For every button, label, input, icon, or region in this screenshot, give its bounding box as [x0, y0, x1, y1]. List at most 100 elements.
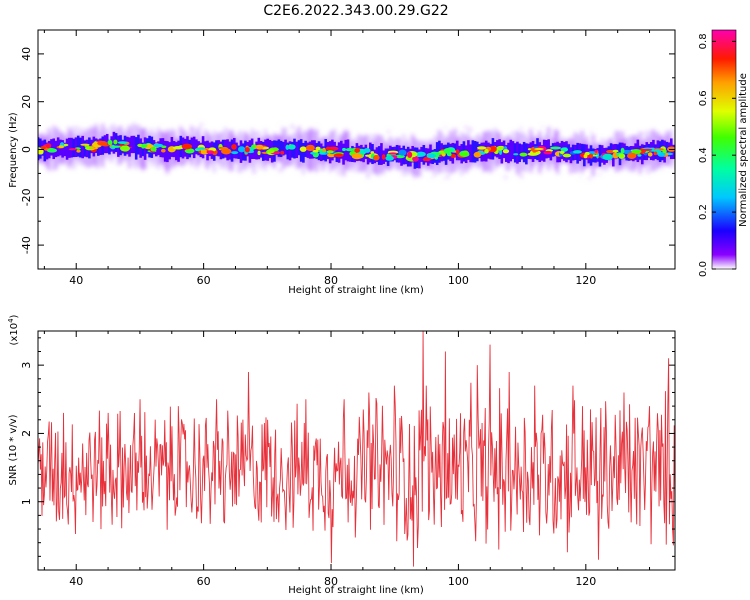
heatmap-cell	[261, 141, 265, 161]
heatmap-cell	[580, 143, 584, 160]
heatmap-blob	[117, 141, 128, 144]
heatmap-speckle	[226, 129, 230, 133]
heatmap-blob	[363, 148, 371, 153]
heatmap-speckle	[519, 174, 524, 179]
heatmap-blob	[288, 144, 296, 150]
heatmap-speckle	[595, 144, 599, 149]
heatmap-cell	[219, 141, 223, 160]
heatmap-blob	[415, 151, 426, 157]
heatmap-speckle	[666, 130, 671, 135]
heatmap-cell	[665, 141, 669, 156]
heatmap-speckle	[544, 134, 548, 138]
snr-ytick-label: 3	[20, 362, 33, 369]
heatmap-cell	[469, 144, 472, 163]
heatmap-cell	[529, 142, 533, 160]
heatmap-cell	[277, 139, 281, 157]
heatmap-cell	[83, 140, 87, 157]
heatmap-cell	[79, 137, 82, 158]
heatmap-cell	[192, 136, 196, 159]
heatmap-speckle	[366, 176, 370, 179]
heatmap-cell	[640, 144, 644, 165]
heatmap-cell	[204, 141, 207, 155]
heatmap-blob	[312, 149, 319, 153]
heatmap-cell	[70, 137, 73, 158]
heatmap-blob	[612, 149, 619, 153]
heatmap-cell	[368, 142, 372, 163]
heatmap-blob	[351, 153, 363, 160]
heatmap-blob	[342, 147, 346, 152]
heatmap-blob	[398, 149, 407, 156]
heatmap-speckle	[387, 130, 391, 134]
heatmap-cell	[235, 142, 238, 159]
heatmap-blob	[107, 139, 113, 146]
heatmap-panel: 40 60 80 100 120 -40 -20 0 20 40 Height of straig…	[8, 29, 676, 296]
heatmap-blob	[80, 143, 90, 146]
heatmap-speckle	[47, 133, 50, 136]
heatmap-blob	[606, 149, 615, 154]
heatmap-blob	[40, 146, 47, 150]
heatmap-speckle	[537, 163, 540, 166]
heatmap-xtick-label: 120	[575, 274, 596, 287]
heatmap-cell	[507, 142, 510, 164]
heatmap-blob	[543, 150, 553, 155]
heatmap-blob	[152, 143, 164, 148]
heatmap-blob	[237, 146, 246, 153]
heatmap-cell	[473, 140, 477, 163]
heatmap-speckle	[199, 122, 204, 126]
heatmap-speckle	[579, 176, 582, 179]
heatmap-speckle	[503, 161, 506, 165]
heatmap-blob	[88, 147, 99, 150]
snr-panel: 40 60 80 100 120 1 2 3 Height of straight line …	[7, 314, 676, 596]
heatmap-cell	[511, 141, 515, 160]
heatmap-speckle	[503, 175, 508, 179]
heatmap-blob	[45, 143, 52, 149]
heatmap-speckle	[660, 167, 664, 170]
heatmap-blob	[422, 157, 428, 162]
heatmap-cell	[380, 143, 383, 165]
heatmap-speckle	[341, 166, 346, 171]
heatmap-cell	[290, 141, 294, 158]
heatmap-blob	[150, 146, 157, 152]
heatmap-speckle	[587, 176, 592, 181]
heatmap-cell	[279, 140, 283, 158]
heatmap-cell	[520, 144, 524, 160]
heatmap-blob	[519, 152, 528, 157]
heatmap-cell	[230, 139, 234, 162]
heatmap-blob	[589, 153, 594, 159]
heatmap-speckle	[392, 142, 396, 146]
heatmap-cell	[672, 144, 675, 160]
heatmap-cell	[518, 143, 521, 163]
colorbar-tick-label: 0.6	[698, 90, 709, 106]
heatmap-cell	[540, 145, 544, 161]
heatmap-speckle	[100, 161, 105, 166]
heatmap-blob	[141, 143, 148, 148]
heatmap-speckle	[95, 122, 98, 125]
heatmap-cell	[54, 140, 58, 158]
heatmap-speckle	[445, 174, 450, 179]
heatmap-cell	[317, 141, 321, 161]
heatmap-blob	[460, 152, 470, 157]
heatmap-speckle	[464, 125, 468, 129]
heatmap-cell	[444, 144, 448, 165]
heatmap-blob	[513, 153, 519, 156]
heatmap-blob	[559, 150, 565, 155]
heatmap-speckle	[585, 161, 587, 164]
heatmap-speckle	[278, 167, 283, 173]
heatmap-blob	[119, 145, 130, 152]
heatmap-ytick-label: 0	[20, 146, 33, 153]
heatmap-cell	[516, 141, 519, 164]
snr-frame	[37, 330, 676, 571]
heatmap-blob	[572, 150, 582, 154]
heatmap-speckle	[361, 137, 365, 141]
heatmap-speckle	[130, 125, 136, 130]
heatmap-blob	[562, 153, 572, 158]
heatmap-speckle	[430, 177, 433, 179]
heatmap-cell	[551, 143, 555, 157]
snr-xtick-label: 120	[575, 575, 596, 588]
heatmap-cell	[288, 141, 292, 161]
heatmap-blob	[200, 148, 208, 155]
colorbar-ticks: 0.0 0.2 0.4 0.6 0.8	[698, 33, 736, 277]
heatmap-cell	[72, 138, 76, 158]
heatmap-blob	[426, 153, 436, 159]
heatmap-speckle	[439, 136, 443, 139]
